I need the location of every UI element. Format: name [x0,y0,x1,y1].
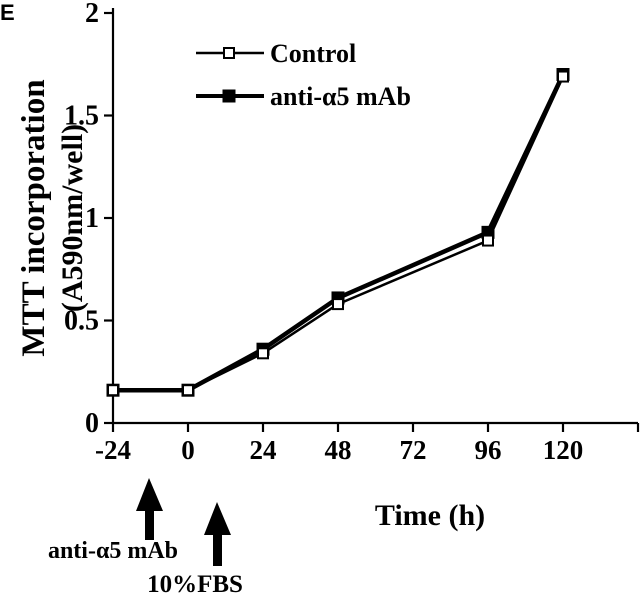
series-layer [106,68,570,397]
y-tick-label: 1 [85,203,99,234]
x-axis-title: Time (h) [375,499,485,532]
legend-label-control: Control [270,39,356,68]
x-tick-label: 48 [325,435,352,465]
x-tick-label: 120 [543,435,584,465]
y-tick-label: 0.5 [64,306,99,337]
legend: Control anti-α5 mAb [196,39,411,111]
y-axis-title-line1: MTT incorporation [16,79,52,356]
annotation-label-anti-mab: anti-α5 mAb [48,538,178,564]
legend-marker-control [223,47,235,59]
annotation-label-fbs: 10%FBS [147,571,243,598]
data-point-control [107,384,119,397]
series-line-anti-mab [113,73,566,393]
data-point-control [257,347,269,360]
data-point-control [482,234,494,247]
arrow-up-icon [136,478,163,540]
data-point-control [182,384,194,397]
x-tick-label: 96 [475,435,502,465]
x-tick-label: 72 [400,435,427,465]
y-axis-title-line2: (A590nm/well) [56,124,89,312]
legend-label-anti: anti-α5 mAb [270,82,411,111]
x-tick-label: 0 [181,435,195,465]
x-ticks: -24 0 24 48 72 96 120 [95,423,640,465]
panel-label: E [0,0,15,25]
x-tick-label: 24 [250,435,277,465]
y-tick-label: 0 [85,408,99,439]
x-tick-label: -24 [95,435,131,465]
y-axis-title: MTT incorporation (A590nm/well) [16,79,89,356]
legend-marker-anti [222,89,236,103]
y-ticks: 0 0.5 1 1.5 2 [64,0,113,439]
annotation-anti-mab: anti-α5 mAb [48,478,178,564]
arrow-up-icon [204,502,231,566]
y-tick-label: 2 [85,0,99,29]
y-tick-label: 1.5 [64,101,99,132]
data-point-control [557,70,569,83]
data-point-control [332,298,344,311]
series-line-control [113,76,565,392]
annotation-fbs: 10%FBS [147,502,243,598]
